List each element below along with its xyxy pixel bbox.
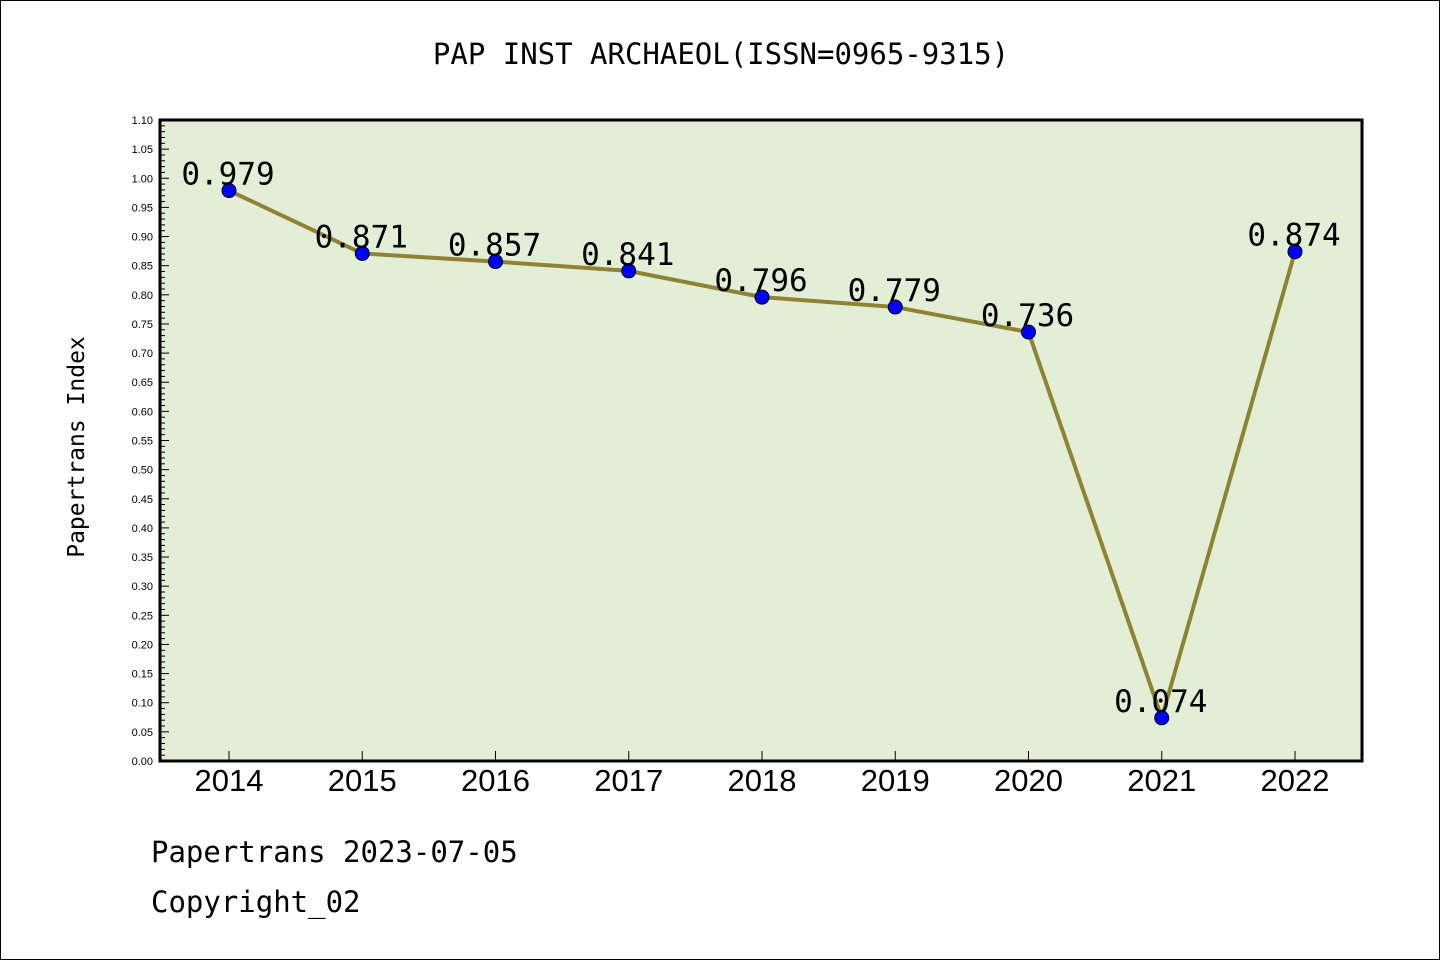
y-tick-label: 0.70: [132, 348, 153, 360]
y-tick-label: 0.85: [132, 261, 153, 273]
y-tick-label: 0.05: [132, 727, 153, 739]
data-markers: [221, 183, 1303, 726]
data-point: [354, 245, 370, 261]
y-tick-label: 0.15: [132, 669, 153, 681]
x-tick-label: 2016: [461, 763, 530, 798]
data-label: 0.736: [981, 298, 1074, 334]
data-label: 0.979: [181, 157, 274, 193]
y-tick-label: 0.60: [132, 406, 153, 418]
chart-title: PAP INST ARCHAEOL(ISSN=0965-9315): [432, 37, 1010, 71]
y-tick-label: 0.80: [132, 290, 153, 302]
x-tick-label: 2015: [328, 763, 397, 798]
y-tick-label: 0.30: [132, 581, 153, 593]
y-tick-label: 1.10: [132, 115, 153, 127]
x-tick-label: 2019: [861, 763, 930, 798]
y-tick-label: 0.10: [132, 698, 153, 710]
x-tick-label: 2018: [728, 763, 797, 798]
x-tick-label: 2014: [195, 763, 264, 798]
data-label: 0.857: [448, 228, 541, 264]
x-tick-label: 2022: [1261, 763, 1330, 798]
y-tick-label: 0.45: [132, 494, 153, 506]
plot-border: [158, 118, 1364, 763]
data-label: 0.796: [714, 263, 807, 299]
data-label: 0.779: [848, 273, 941, 309]
data-point: [1154, 710, 1170, 726]
y-tick-label: 0.25: [132, 610, 153, 622]
y-tick-label: 0.20: [132, 639, 153, 651]
plot-area: [160, 120, 1362, 761]
y-tick-label: 0.40: [132, 523, 153, 535]
y-tick-label: 0.90: [132, 232, 153, 244]
y-tick-label: 0.65: [132, 377, 153, 389]
data-point: [488, 254, 503, 270]
y-tick-label: 0.50: [132, 465, 153, 477]
data-label: 0.871: [315, 219, 408, 255]
x-tick-label: 2021: [1127, 763, 1196, 798]
data-point: [1287, 244, 1303, 260]
data-label: 0.874: [1247, 218, 1340, 254]
y-tick-label: 0.35: [132, 552, 153, 564]
y-tick-label: 0.00: [132, 756, 153, 768]
data-label: 0.841: [581, 237, 674, 273]
y-tick-label: 0.75: [132, 319, 153, 331]
footer-date: Papertrans 2023-07-05: [151, 835, 518, 869]
footer-copyright: Copyright_02: [151, 885, 361, 919]
y-axis-ticks: 0.00 0.05 0.10 0.15 0.20 0.25 0.30 0.35 0.40 0.45…: [132, 115, 169, 768]
data-point: [621, 263, 637, 279]
x-axis-ticks: 2014 2015 2016 2017 2018 2019 2020 2021 2022: [195, 751, 1330, 798]
data-labels: 0.979 0.871 0.857 0.841 0.796 0.779 0.736 0.074…: [181, 157, 1340, 720]
y-tick-label: 0.95: [132, 202, 153, 214]
data-point: [1021, 324, 1036, 340]
y-tick-label: 1.05: [132, 144, 153, 156]
y-tick-label: 0.55: [132, 436, 153, 448]
data-point: [754, 289, 770, 305]
data-point: [221, 183, 237, 199]
x-tick-label: 2020: [994, 763, 1063, 798]
data-label: 0.074: [1114, 684, 1207, 720]
x-tick-label: 2017: [594, 763, 663, 798]
y-tick-label: 1.00: [132, 173, 153, 185]
data-point: [887, 299, 903, 315]
